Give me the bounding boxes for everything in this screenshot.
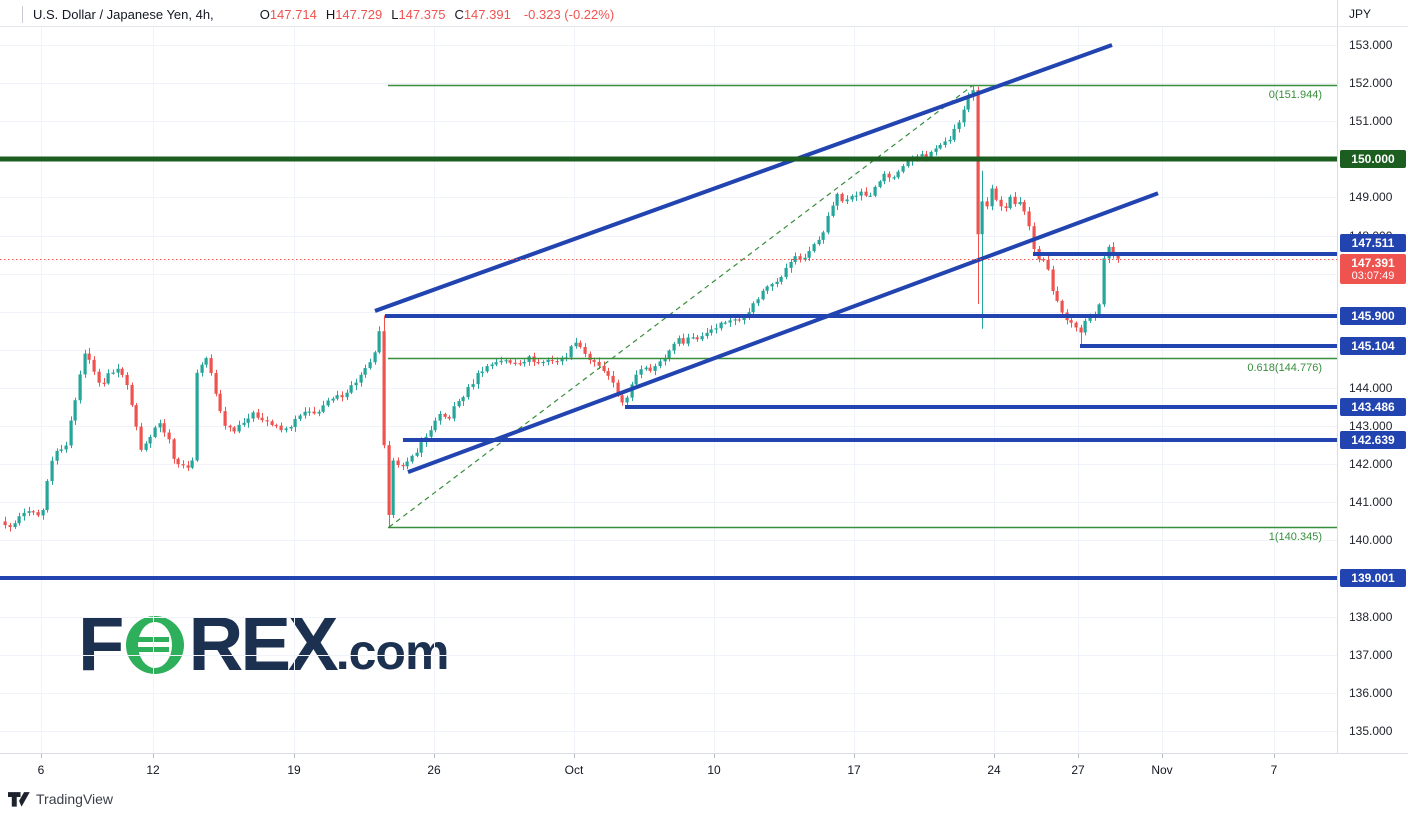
price-tick-label: 151.000 — [1349, 114, 1393, 129]
chart-legend[interactable]: U.S. Dollar / Japanese Yen, 4h, O147.714… — [33, 7, 614, 22]
tradingview-logo[interactable]: TradingView — [8, 791, 113, 807]
time-axis-label: Oct — [564, 763, 584, 777]
time-axis-label: 24 — [987, 763, 1001, 777]
high-label: H — [325, 7, 336, 22]
price-axis-currency-label: JPY — [1349, 7, 1372, 21]
open-label: O — [259, 7, 270, 22]
time-axis-label: 7 — [1270, 763, 1278, 777]
price-tick-label: 149.000 — [1349, 190, 1393, 205]
bar-countdown: 03:07:49 — [1351, 269, 1395, 282]
price-tick-label: 137.000 — [1349, 647, 1393, 662]
fib-level-label: 1(140.345) — [1268, 531, 1322, 544]
time-axis-label: 17 — [847, 763, 861, 777]
close-value: 147.391 — [463, 7, 511, 22]
time-axis-label: Nov — [1151, 763, 1173, 777]
price-tick-label: 141.000 — [1349, 495, 1393, 510]
time-axis-tick — [153, 754, 154, 758]
time-axis-label: 12 — [146, 763, 160, 777]
time-axis-label: 10 — [707, 763, 721, 777]
price-tick-label: 142.000 — [1349, 457, 1393, 472]
price-level-badge: 145.900 — [1340, 306, 1406, 325]
time-axis-tick — [574, 754, 575, 758]
tradingview-logo-text: TradingView — [36, 791, 114, 807]
fib-level-label: 0(151.944) — [1268, 89, 1322, 102]
time-axis-tick — [714, 754, 715, 758]
time-axis-label: 6 — [37, 763, 45, 777]
time-axis-tick — [854, 754, 855, 758]
price-tick-label: 153.000 — [1349, 38, 1393, 52]
time-axis-tick — [1078, 754, 1079, 758]
time-axis-label: 19 — [287, 763, 301, 777]
price-level-badge: 143.486 — [1340, 398, 1406, 417]
price-level-badge: 145.104 — [1340, 336, 1406, 355]
time-axis-label: 27 — [1071, 763, 1085, 777]
time-axis-tick — [294, 754, 295, 758]
low-value: 147.375 — [398, 7, 446, 22]
high-value: 147.729 — [335, 7, 383, 22]
price-tick-label: 143.000 — [1349, 419, 1393, 433]
price-level-badge: 139.001 — [1340, 569, 1406, 588]
time-axis-tick — [1162, 754, 1163, 758]
close-label: C — [454, 7, 464, 22]
price-tick-label: 135.000 — [1349, 723, 1393, 738]
fib-level-label: 0.618(144.776) — [1247, 362, 1322, 375]
price-tick-label: 140.000 — [1349, 533, 1393, 548]
time-axis[interactable]: 6 12 19 26 Oct 10 17 24 27 Nov 7 — [0, 753, 1408, 786]
tradingview-icon — [8, 791, 30, 807]
price-tick-label: 144.000 — [1349, 380, 1393, 395]
price-level-badge: 147.511 — [1340, 234, 1406, 253]
change-value: -0.323 (-0.22%) — [523, 7, 615, 22]
time-axis-label: 26 — [427, 763, 441, 777]
symbol-title[interactable]: U.S. Dollar / Japanese Yen, 4h, — [33, 7, 214, 22]
low-label: L — [391, 7, 399, 22]
price-axis[interactable]: JPY 153.000 152.000 151.000 150.000 149.000 1… — [1337, 0, 1408, 785]
time-axis-tick — [41, 754, 42, 758]
time-axis-tick — [434, 754, 435, 758]
header-separator — [0, 26, 1408, 27]
price-level-badge: 150.000 — [1340, 150, 1406, 169]
price-tick-label: 152.000 — [1349, 76, 1393, 91]
current-price-badge: 147.391 03:07:49 — [1340, 253, 1406, 284]
price-tick-label: 138.000 — [1349, 609, 1393, 624]
price-level-badge: 142.639 — [1340, 430, 1406, 449]
time-axis-tick — [1274, 754, 1275, 758]
price-pane-canvas[interactable] — [0, 0, 1337, 753]
legend-divider — [22, 6, 23, 23]
time-axis-tick — [994, 754, 995, 758]
open-value: 147.714 — [269, 7, 317, 22]
price-tick-label: 136.000 — [1349, 685, 1393, 700]
